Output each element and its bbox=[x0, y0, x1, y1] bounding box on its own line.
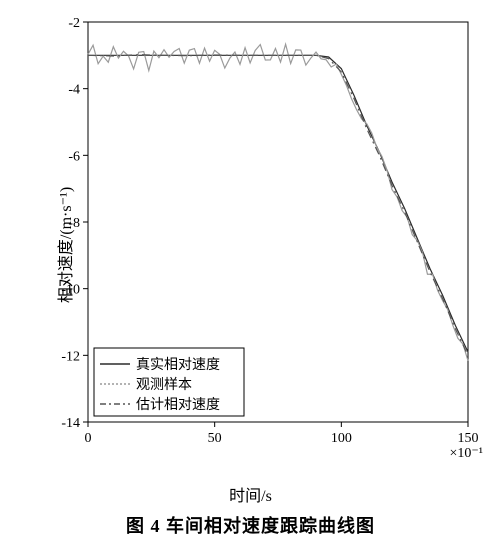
svg-text:-14: -14 bbox=[61, 416, 80, 431]
figure-caption: 图 4 车间相对速度跟踪曲线图 bbox=[10, 512, 491, 538]
figure-container: 相对速度/(m·s⁻¹) 050100150-14-12-10-8-6-4-2真… bbox=[10, 10, 491, 538]
svg-text:观测样本: 观测样本 bbox=[136, 377, 192, 393]
x-axis-sci-note: ×10⁻¹ bbox=[450, 445, 483, 462]
svg-text:0: 0 bbox=[85, 431, 92, 446]
svg-text:-2: -2 bbox=[68, 16, 80, 31]
svg-text:50: 50 bbox=[208, 431, 222, 446]
chart-svg: 050100150-14-12-10-8-6-4-2真实相对速度观测样本估计相对… bbox=[10, 10, 491, 480]
svg-text:100: 100 bbox=[331, 431, 352, 446]
svg-text:-12: -12 bbox=[61, 349, 80, 364]
svg-text:150: 150 bbox=[458, 431, 479, 446]
y-axis-label: 相对速度/(m·s⁻¹) bbox=[52, 187, 76, 303]
x-axis-label: 时间/s bbox=[10, 482, 491, 506]
plot-region: 相对速度/(m·s⁻¹) 050100150-14-12-10-8-6-4-2真… bbox=[10, 10, 491, 480]
svg-text:真实相对速度: 真实相对速度 bbox=[136, 357, 220, 373]
svg-text:估计相对速度: 估计相对速度 bbox=[136, 397, 220, 413]
svg-text:-4: -4 bbox=[68, 83, 80, 98]
svg-text:-6: -6 bbox=[68, 149, 80, 164]
